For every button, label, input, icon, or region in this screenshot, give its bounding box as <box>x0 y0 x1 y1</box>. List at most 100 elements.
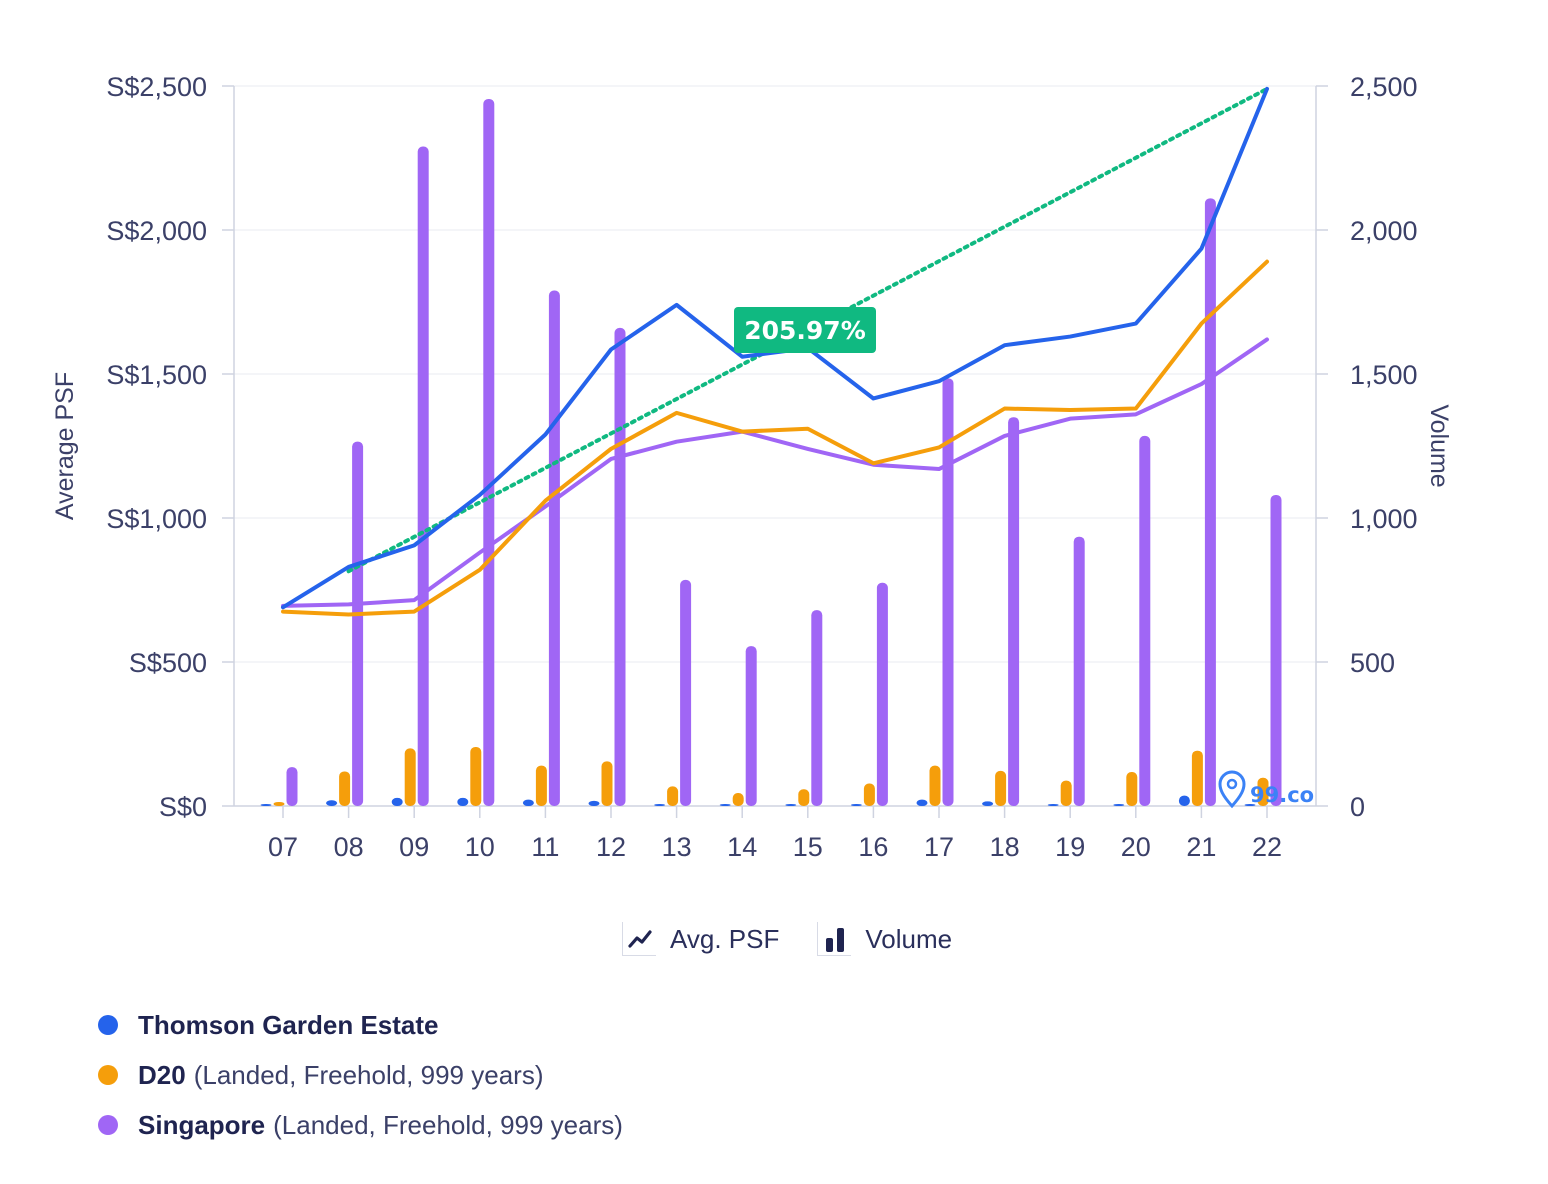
x-tick-label: 09 <box>399 832 429 862</box>
legend-item-d20[interactable]: D20 (Landed, Freehold, 999 years) <box>98 1050 623 1100</box>
x-tick-label: 17 <box>924 832 954 862</box>
volume-bar <box>1073 536 1085 806</box>
volume-bar <box>601 761 613 806</box>
volume-bar <box>1047 804 1059 806</box>
volume-bar <box>942 378 954 806</box>
psf-line-singapore <box>281 337 1269 608</box>
volume-bar <box>850 804 862 806</box>
chart-toggle-legend: Avg. PSF Volume <box>622 922 952 956</box>
volume-bar <box>732 793 744 806</box>
volume-bar <box>811 610 823 806</box>
volume-bar <box>483 98 495 806</box>
y-left-tick-label: S$2,000 <box>106 216 207 246</box>
psf-line-d20 <box>281 259 1269 617</box>
volume-bar <box>1126 772 1138 806</box>
volume-bar <box>680 579 692 806</box>
trend-badge-bg <box>734 307 876 353</box>
legend-series-detail: (Landed, Freehold, 999 years) <box>193 1059 544 1090</box>
volume-bar <box>667 786 679 806</box>
x-tick-label: 14 <box>727 832 757 862</box>
x-tick-label: 15 <box>793 832 823 862</box>
volume-bar <box>339 771 351 806</box>
volume-bar <box>326 800 338 806</box>
y-right-tick-label: 2,500 <box>1350 72 1418 102</box>
volume-bar <box>273 801 285 806</box>
volume-bar <box>522 799 534 806</box>
toggle-volume-label: Volume <box>865 923 953 954</box>
volume-bar <box>535 765 547 806</box>
volume-bars-singapore <box>286 98 1282 807</box>
volume-bar <box>982 801 994 806</box>
x-tick-label: 11 <box>531 832 559 862</box>
map-pin-dot <box>1226 778 1238 790</box>
volume-bar <box>1191 750 1203 806</box>
gridlines <box>234 85 1316 663</box>
volume-bar <box>745 646 757 806</box>
volume-bar <box>1204 198 1216 806</box>
x-tick-label: 20 <box>1121 832 1151 862</box>
psf-volume-chart: S$0 S$500 S$1,000 S$1,500 S$2,000 S$2,500 0 500… <box>51 72 1453 862</box>
volume-bar <box>1270 494 1282 806</box>
volume-bar <box>929 765 941 806</box>
x-tick-label: 08 <box>334 832 364 862</box>
volume-bar <box>352 441 364 806</box>
legend-dot <box>98 1015 118 1035</box>
legend-item-singapore[interactable]: Singapore (Landed, Freehold, 999 years) <box>98 1100 623 1150</box>
x-tick-label: 13 <box>662 832 692 862</box>
y-axis-right-title: Volume <box>1425 404 1453 487</box>
volume-bar <box>785 804 797 806</box>
y-axis-left-ticks: S$0 S$500 S$1,000 S$1,500 S$2,000 S$2,500 <box>106 72 234 822</box>
volume-bar <box>588 800 600 806</box>
volume-bar <box>260 804 272 806</box>
bar-chart-icon <box>817 922 852 956</box>
legend-series-name: Singapore <box>138 1109 266 1140</box>
trend-badge: 205.97% <box>734 307 876 353</box>
y-right-tick-label: 2,000 <box>1350 216 1418 246</box>
y-left-tick-label: S$1,500 <box>106 360 207 390</box>
volume-bar <box>1257 777 1269 806</box>
volume-bar <box>548 290 560 807</box>
volume-bar <box>995 770 1007 806</box>
y-right-tick-label: 0 <box>1350 792 1365 822</box>
chart-area: S$0 S$500 S$1,000 S$1,500 S$2,000 S$2,500 0 500… <box>51 72 1453 862</box>
y-left-tick-label: S$1,000 <box>106 504 207 534</box>
logo-99co: 99.co <box>1218 770 1314 809</box>
y-left-tick-label: S$500 <box>129 648 207 678</box>
x-tick-label: 21 <box>1186 832 1216 862</box>
y-right-tick-label: 1,500 <box>1350 360 1418 390</box>
x-tick-label: 16 <box>858 832 888 862</box>
y-right-tick-label: 1,000 <box>1350 504 1418 534</box>
logo-text: 99.co <box>1250 783 1314 807</box>
volume-bars-d20 <box>273 746 1269 806</box>
volume-bar <box>470 746 482 806</box>
volume-bar <box>417 146 429 807</box>
legend-dot <box>98 1115 118 1135</box>
volume-bar <box>1113 804 1125 806</box>
toggle-volume[interactable]: Volume <box>817 922 952 956</box>
volume-bar <box>1139 435 1151 806</box>
volume-bar <box>404 748 416 806</box>
y-right-tick-label: 500 <box>1350 648 1395 678</box>
volume-bar <box>798 789 810 806</box>
volume-bar <box>876 582 888 806</box>
volume-bar <box>1008 417 1020 806</box>
x-axis-ticks: 07 08 09 10 11 12 13 14 15 16 17 18 19 20 21 22 <box>268 806 1282 862</box>
y-left-tick-label: S$2,500 <box>106 72 207 102</box>
legend-item-thomson-garden-estate[interactable]: Thomson Garden Estate <box>98 1000 623 1050</box>
volume-bar <box>1244 804 1256 806</box>
toggle-avg-psf-label: Avg. PSF <box>670 923 780 954</box>
volume-bar <box>1060 780 1072 806</box>
trend-badge-label: 205.97% <box>744 316 866 345</box>
volume-bar <box>614 327 626 806</box>
volume-bar <box>719 804 731 806</box>
volume-bar <box>391 797 403 806</box>
x-tick-label: 18 <box>990 832 1020 862</box>
volume-bar <box>286 767 298 806</box>
legend-series-detail: (Landed, Freehold, 999 years) <box>273 1109 623 1140</box>
volume-bar <box>654 804 666 806</box>
line-chart-icon <box>622 922 656 956</box>
volume-bars-thomson-garden-estate <box>260 795 1256 806</box>
x-tick-label: 10 <box>465 832 495 862</box>
toggle-avg-psf[interactable]: Avg. PSF <box>622 922 779 956</box>
volume-bar <box>916 799 928 806</box>
